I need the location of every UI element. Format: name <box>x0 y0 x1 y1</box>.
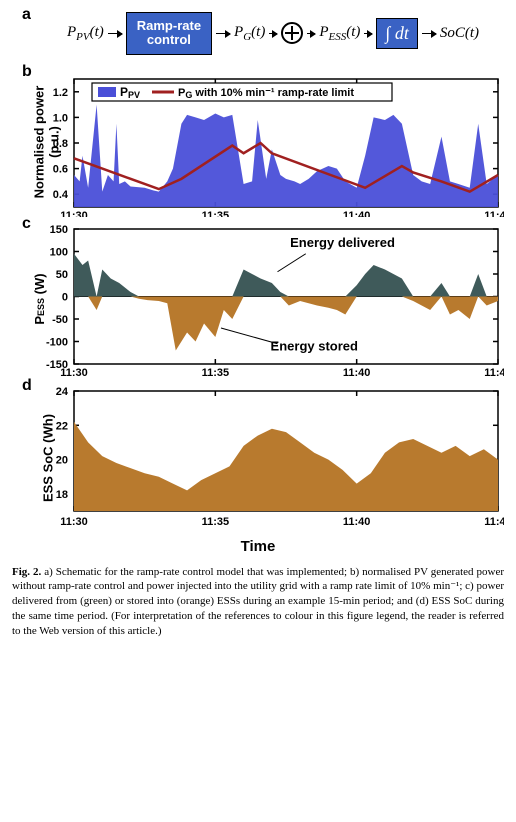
arrow-icon <box>269 33 277 34</box>
svg-text:50: 50 <box>56 269 68 281</box>
ramp-rate-box: Ramp-rate control <box>126 12 212 55</box>
chart-b-svg: 0.40.60.81.01.211:3011:3511:4011:45PPVPG… <box>12 67 504 217</box>
pg-symbol: PG(t) <box>234 23 265 43</box>
svg-text:22: 22 <box>56 420 68 432</box>
arrow-icon <box>108 33 122 34</box>
panel-c: c PESS (W) -150-100-5005010015011:3011:3… <box>12 219 504 379</box>
chart-c-svg: -150-100-5005010015011:3011:3511:4011:45… <box>12 219 504 379</box>
svg-text:150: 150 <box>50 224 68 236</box>
svg-text:11:40: 11:40 <box>343 367 371 379</box>
panel-b: b Normalised power(p.u.) 0.40.60.81.01.2… <box>12 67 504 217</box>
panel-a: a PPV(t) Ramp-rate control PG(t) PESS(t)… <box>12 8 504 67</box>
panel-d: d ESS SoC (Wh) 1820222411:3011:3511:4011… <box>12 381 504 536</box>
svg-text:Energy delivered: Energy delivered <box>290 235 395 250</box>
pess-symbol: PESS(t) <box>319 23 360 43</box>
caption-text: a) Schematic for the ramp-rate control m… <box>12 566 504 637</box>
svg-text:-50: -50 <box>52 314 68 326</box>
svg-text:0: 0 <box>62 291 68 303</box>
soc-symbol: SoC(t) <box>440 25 479 42</box>
svg-text:11:40: 11:40 <box>343 516 371 528</box>
schematic-row: PPV(t) Ramp-rate control PG(t) PESS(t) ∫… <box>42 8 504 67</box>
svg-text:11:35: 11:35 <box>202 367 230 379</box>
svg-text:11:30: 11:30 <box>60 367 88 379</box>
arrow-icon <box>216 33 230 34</box>
chart-d-svg: 18 20 22 24 11:30 11:35 11:40 11:45 <box>12 381 504 536</box>
panel-c-label: c <box>22 215 31 233</box>
svg-text:11:35: 11:35 <box>202 210 230 217</box>
panel-d-ylabel: ESS SoC (Wh) <box>41 414 56 502</box>
svg-text:11:30: 11:30 <box>60 210 88 217</box>
panel-b-label: b <box>22 63 32 81</box>
figure-2: a PPV(t) Ramp-rate control PG(t) PESS(t)… <box>12 8 504 639</box>
arrow-icon <box>307 33 315 34</box>
svg-text:11:40: 11:40 <box>343 210 371 217</box>
svg-text:Energy stored: Energy stored <box>271 338 358 353</box>
svg-text:11:45: 11:45 <box>484 210 504 217</box>
svg-text:18: 18 <box>56 488 68 500</box>
panel-c-ylabel: PESS (W) <box>32 273 47 324</box>
figure-caption: Fig. 2. a) Schematic for the ramp-rate c… <box>12 565 504 639</box>
ppv-symbol: PPV(t) <box>67 23 104 43</box>
integral-box: ∫ dt <box>376 18 417 49</box>
panel-d-label: d <box>22 377 32 395</box>
panel-a-label: a <box>22 6 31 24</box>
svg-text:PG with 10% min⁻¹ ramp-rate li: PG with 10% min⁻¹ ramp-rate limit <box>178 87 354 100</box>
sum-node <box>281 22 303 44</box>
panel-b-ylabel: Normalised power(p.u.) <box>31 85 61 198</box>
svg-text:20: 20 <box>56 454 68 466</box>
arrow-icon <box>422 33 436 34</box>
svg-text:11:35: 11:35 <box>202 516 230 528</box>
svg-text:11:45: 11:45 <box>484 516 504 528</box>
caption-prefix: Fig. 2. <box>12 566 41 578</box>
svg-text:11:30: 11:30 <box>60 516 88 528</box>
svg-text:11:45: 11:45 <box>484 367 504 379</box>
svg-text:100: 100 <box>50 246 68 258</box>
svg-text:24: 24 <box>56 386 69 398</box>
x-axis-label: Time <box>12 538 504 555</box>
arrow-icon <box>364 33 372 34</box>
svg-text:-100: -100 <box>46 336 68 348</box>
